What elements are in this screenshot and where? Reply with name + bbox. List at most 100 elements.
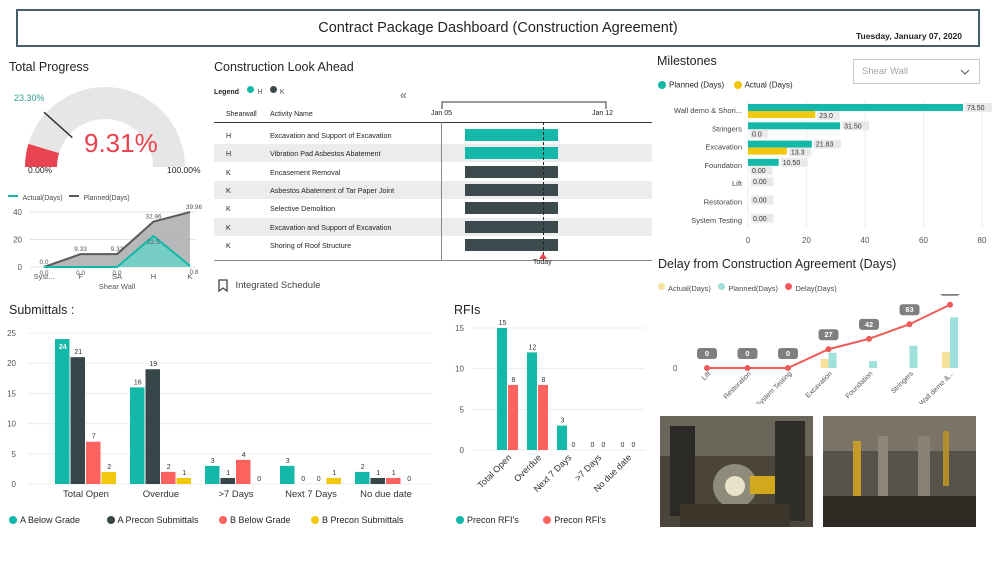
legend-dot-rfi-2: [543, 515, 552, 524]
x-tick-label: Lift: [701, 370, 713, 382]
x-tick-label: Total Open: [63, 489, 109, 500]
bar-label: 0: [301, 476, 305, 483]
bar-0: [527, 352, 537, 450]
label-bg: [780, 157, 808, 167]
look-ahead-row[interactable]: H Vibration Pad Asbestos Abatement: [214, 144, 652, 163]
look-ahead-row[interactable]: K Excavation and Support of Excavation: [214, 217, 652, 236]
bar-2: [86, 441, 101, 484]
delay-label: 0: [786, 349, 790, 358]
bar-actual: [942, 352, 950, 368]
x-tick-label: SA: [112, 272, 122, 281]
delay-combo-chart[interactable]: 0 Lift Restoration System Testing Excavation…: [655, 294, 995, 404]
legend-dot-planned: [658, 80, 666, 89]
y-tick-label: 20: [13, 236, 22, 245]
y-tick-label: 0: [18, 263, 23, 272]
bar-0: [497, 328, 507, 450]
row-activity: Excavation and Support of Excavation: [270, 131, 392, 140]
y-tick-label: 0: [460, 446, 465, 455]
category-label: Stringers: [712, 124, 742, 133]
row-shearwall: K: [226, 204, 231, 214]
legend-delay: Delay(Days): [795, 284, 837, 293]
collapse-button[interactable]: «: [400, 88, 407, 102]
bar-label: 8: [542, 377, 546, 384]
x-axis-label: Shear Wall: [99, 282, 136, 291]
look-ahead-row[interactable]: K Encasement Removal: [214, 162, 652, 181]
legend-actual: Actual(Days): [22, 195, 63, 202]
total-progress-title: Total Progress: [9, 60, 89, 74]
gauge-track: [25, 87, 185, 167]
bar-planned: [748, 122, 841, 130]
actual-label: 13.3: [791, 150, 805, 157]
gauge-target-marker: [43, 111, 73, 139]
today-line: [543, 122, 544, 260]
bar-label: 4: [242, 452, 246, 459]
row-activity: Vibration Pad Asbestos Abatement: [270, 149, 381, 159]
y-tick-label: 20: [7, 359, 16, 368]
bar-label: 2: [361, 464, 365, 471]
shear-wall-area-chart[interactable]: 40 20 0 0.0 9.33 9.33 32.96 39.96 0.0 0.0 0.0 22.5 0…: [0, 196, 210, 300]
gantt-bar[interactable]: [465, 238, 558, 251]
x-tick-label: Total Open: [476, 452, 514, 490]
data-label: 0.0: [112, 270, 121, 277]
bar-1: [220, 477, 235, 484]
planned-label: 0.00: [753, 198, 767, 205]
submittals-legend: A Below Grade A Precon Submittals B Belo…: [9, 511, 404, 529]
row-shearwall: K: [226, 185, 231, 195]
bar-label: 0: [602, 442, 606, 449]
bar-1: [145, 369, 160, 484]
bar-label: 24: [59, 344, 67, 351]
delay-label: 0: [705, 349, 709, 358]
gantt-bar[interactable]: [465, 202, 558, 215]
planned-label: 21.83: [816, 142, 834, 149]
x-tick-label: No due date: [360, 489, 412, 500]
bar-label: 3: [211, 458, 215, 465]
gantt-bar[interactable]: [465, 129, 558, 141]
legend-dot-b-precon: [310, 515, 319, 524]
progress-gauge[interactable]: [0, 75, 210, 180]
dashboard-header: Contract Package Dashboard (Construction…: [16, 9, 980, 47]
gantt-bar[interactable]: [465, 183, 558, 196]
legend-dot-actual: [733, 80, 742, 89]
x-tick-label: >7 Days: [218, 489, 253, 500]
legend-b-precon: B Precon Submittals: [321, 514, 404, 525]
look-ahead-row[interactable]: K Asbestos Abatement of Tar Paper Joint: [214, 180, 652, 199]
look-ahead-row[interactable]: H Excavation and Support of Excavation: [214, 126, 652, 144]
chevron-down-icon: [960, 69, 970, 75]
gantt-bar[interactable]: [465, 147, 558, 160]
delay-point: [744, 365, 751, 371]
line-actual: [44, 234, 191, 268]
bar-label: 16: [134, 379, 142, 386]
label-bg: [751, 177, 774, 187]
look-ahead-row[interactable]: K Selective Demolition: [214, 199, 652, 218]
bar-label: 15: [499, 320, 507, 327]
gantt-bar[interactable]: [465, 165, 558, 178]
gantt-bar[interactable]: [465, 220, 558, 233]
category-label: Restoration: [704, 198, 742, 207]
bar-1: [370, 477, 385, 484]
x-tick-label: Foundation: [845, 370, 875, 400]
dashboard-date: Tuesday, January 07, 2020: [856, 31, 962, 41]
bar-label: 0: [407, 476, 411, 483]
category-label: Excavation: [705, 143, 742, 152]
look-ahead-row[interactable]: K Shoring of Roof Structure: [214, 235, 652, 254]
delay-label: 27: [824, 330, 832, 339]
bar-label: 0: [591, 442, 595, 449]
shear-wall-slicer[interactable]: Shear Wall: [853, 59, 980, 84]
bar-3: [101, 471, 116, 484]
bar-actual: [748, 147, 787, 155]
bar-label: 0: [632, 442, 636, 449]
milestones-bar-chart[interactable]: 0 20 40 60 80 Wall demo & Shori... 73.50 23.0 St…: [655, 96, 995, 248]
delay-label-bg: [899, 304, 920, 316]
bar-label: 8: [512, 377, 516, 384]
today-label: Today: [533, 259, 552, 266]
gauge-min: 0.00%: [28, 165, 53, 175]
bar-1: [508, 384, 518, 450]
data-label: 9.33: [74, 246, 87, 253]
x-tick-label: System Testing: [755, 370, 793, 404]
bar-actual: [748, 111, 816, 118]
bar-planned: [748, 104, 963, 111]
delay-label: 91: [946, 294, 954, 295]
integrated-schedule-link[interactable]: Integrated Schedule: [218, 277, 321, 295]
